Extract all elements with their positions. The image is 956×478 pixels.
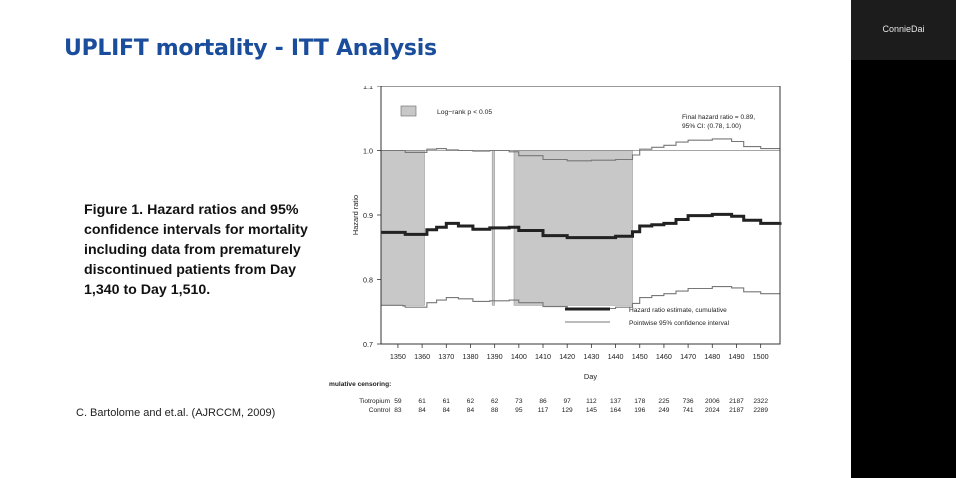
censoring-cell: 62 xyxy=(467,398,475,405)
x-tick-label: 1350 xyxy=(390,352,406,361)
censoring-label: mulative censoring: xyxy=(329,381,391,388)
censoring-cell: 741 xyxy=(683,407,694,414)
censoring-cell: 86 xyxy=(539,398,547,405)
censoring-cell: 59 xyxy=(394,398,402,405)
final-hr-annotation-line: Final hazard ratio = 0.89, xyxy=(682,114,755,121)
censoring-cell: 117 xyxy=(538,407,549,414)
y-tick-label: 0.9 xyxy=(363,211,373,220)
final-hr-annotation-line: 95% CI: (0.78, 1.00) xyxy=(682,123,741,130)
x-tick-label: 1480 xyxy=(704,352,720,361)
series-ci-upper xyxy=(381,138,781,162)
censoring-cell: 84 xyxy=(467,407,475,414)
censoring-cell: 2187 xyxy=(729,407,744,414)
y-axis-title: Hazard ratio xyxy=(351,195,360,235)
censoring-cell: 84 xyxy=(443,407,451,414)
x-tick-label: 1500 xyxy=(753,352,769,361)
censoring-cell: 2024 xyxy=(705,407,720,414)
x-tick-label: 1420 xyxy=(559,352,575,361)
x-tick-label: 1370 xyxy=(438,352,454,361)
y-tick-label: 0.7 xyxy=(363,340,373,349)
censoring-cell: 61 xyxy=(443,398,451,405)
censoring-cell: 88 xyxy=(491,407,499,414)
slide-title: UPLIFT mortality - ITT Analysis xyxy=(64,36,437,61)
y-tick-label: 0.8 xyxy=(363,276,373,285)
censoring-cell: 84 xyxy=(418,407,426,414)
shaded-region-1 xyxy=(380,150,425,306)
censoring-cell: 61 xyxy=(418,398,426,405)
legend-label-hazard-ratio: Hazard ratio estimate, cumulative xyxy=(629,307,727,314)
y-tick-label: 1.0 xyxy=(363,147,373,156)
x-tick-label: 1430 xyxy=(583,352,599,361)
series-hazard-ratio xyxy=(381,212,782,240)
censoring-cell: 2289 xyxy=(753,407,768,414)
censoring-cell: 2322 xyxy=(753,398,768,405)
x-tick-label: 1490 xyxy=(728,352,744,361)
legend-label-ci: Pointwise 95% confidence interval xyxy=(629,320,730,327)
presentation-slide: UPLIFT mortality - ITT Analysis Figure 1… xyxy=(64,36,800,426)
x-tick-label: 1400 xyxy=(511,352,527,361)
censoring-cell: 62 xyxy=(491,398,499,405)
participant-name: ConnieDai xyxy=(882,24,925,34)
censoring-cell: 2187 xyxy=(729,398,744,405)
censoring-group-label: Tiotropium xyxy=(359,398,390,405)
x-axis-title: Day xyxy=(584,372,597,381)
censoring-cell: 225 xyxy=(658,398,669,405)
censoring-cell: 97 xyxy=(564,398,572,405)
censoring-cell: 83 xyxy=(394,407,402,414)
participant-video-tile[interactable]: ConnieDai xyxy=(851,0,956,60)
x-tick-label: 1460 xyxy=(656,352,672,361)
censoring-cell: 196 xyxy=(634,407,645,414)
censoring-cell: 145 xyxy=(586,407,597,414)
log-rank-legend-swatch xyxy=(400,105,417,117)
censoring-cell: 178 xyxy=(634,398,645,405)
censoring-cell: 249 xyxy=(658,407,669,414)
censoring-cell: 137 xyxy=(610,398,621,405)
hazard-ratio-chart: 0.7 0.8 0.9 1.0 1.1 1350 1360 1370 1380 1390 1400 1… xyxy=(320,86,800,426)
censoring-cell: 73 xyxy=(515,398,523,405)
shaded-region-3 xyxy=(513,150,633,306)
x-tick-label: 1470 xyxy=(680,352,696,361)
figure-caption: Figure 1. Hazard ratios and 95% confiden… xyxy=(84,202,308,298)
x-tick-label: 1390 xyxy=(487,352,503,361)
x-tick-label: 1410 xyxy=(535,352,551,361)
log-rank-legend-label: Log−rank p < 0.05 xyxy=(437,109,492,116)
y-tick-label: 1.1 xyxy=(363,86,373,91)
participant-panel: ConnieDai xyxy=(851,0,956,478)
censoring-cell: 736 xyxy=(683,398,694,405)
censoring-cell: 2006 xyxy=(705,398,720,405)
x-tick-label: 1380 xyxy=(462,352,478,361)
chart-svg: 0.7 0.8 0.9 1.0 1.1 1350 1360 1370 1380 1390 1400 1… xyxy=(329,86,782,414)
censoring-group-label: Control xyxy=(369,407,391,414)
x-tick-label: 1450 xyxy=(632,352,648,361)
x-tick-label: 1360 xyxy=(414,352,430,361)
citation: C. Bartolome and et.al. (AJRCCM, 2009) xyxy=(76,407,276,419)
censoring-cell: 164 xyxy=(610,407,621,414)
x-tick-label: 1440 xyxy=(608,352,624,361)
censoring-cell: 95 xyxy=(515,407,523,414)
censoring-cell: 112 xyxy=(586,398,597,405)
censoring-cell: 129 xyxy=(562,407,573,414)
